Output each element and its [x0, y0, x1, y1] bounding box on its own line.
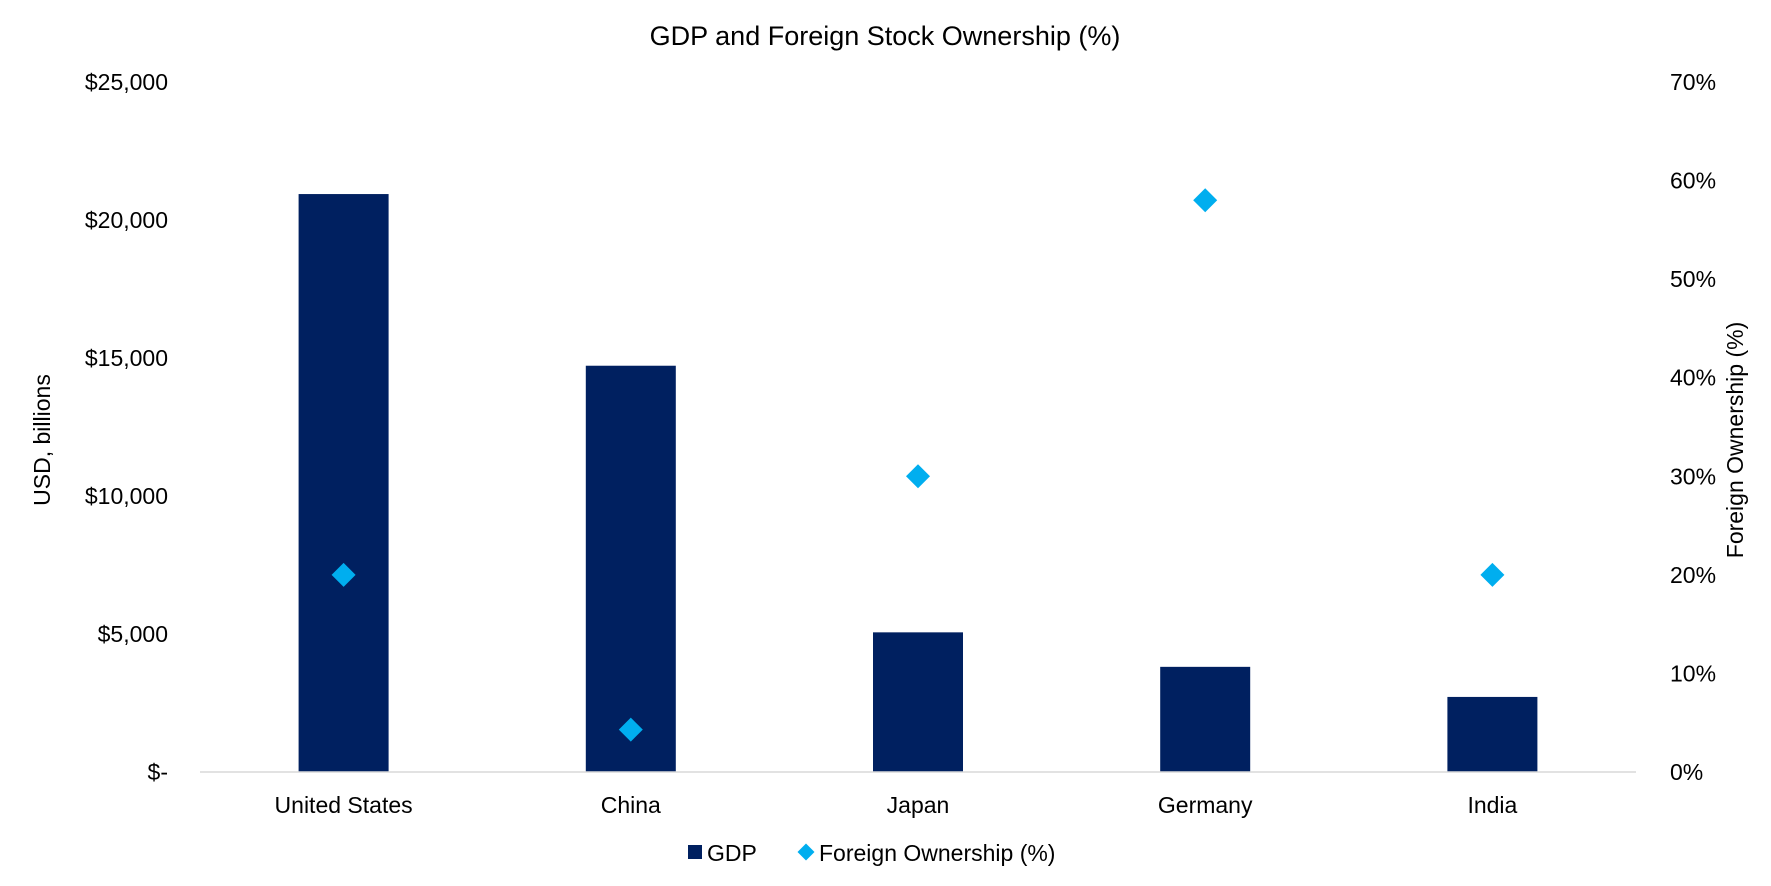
legend-ownership-swatch — [797, 843, 815, 861]
y-tick-label: $- — [148, 759, 168, 785]
legend-ownership-label: Foreign Ownership (%) — [819, 840, 1055, 866]
bar-gdp — [1160, 666, 1251, 772]
y-tick-label: $5,000 — [98, 621, 168, 647]
y2-tick-label: 30% — [1670, 463, 1716, 489]
x-category-label: Japan — [887, 792, 950, 818]
y2-tick-label: 60% — [1670, 168, 1716, 194]
gdp-bars — [298, 194, 1538, 772]
y-tick-label: $10,000 — [85, 483, 168, 509]
chart-title: GDP and Foreign Stock Ownership (%) — [650, 21, 1121, 51]
bar-gdp — [873, 632, 963, 772]
ownership-markers — [331, 188, 1505, 742]
x-category-label: Germany — [1158, 792, 1253, 818]
y2-tick-label: 70% — [1670, 69, 1716, 95]
bar-gdp — [585, 365, 676, 772]
y2-tick-label: 50% — [1670, 266, 1716, 292]
marker-foreign-ownership — [618, 717, 643, 742]
y2-tick-label: 10% — [1670, 660, 1716, 686]
legend-gdp-label: GDP — [707, 840, 757, 866]
x-axis-categories: United States China Japan Germany India — [275, 792, 1518, 818]
x-category-label: China — [601, 792, 661, 818]
y-tick-label: $15,000 — [85, 345, 168, 371]
x-category-label: United States — [275, 792, 413, 818]
y-axis-ticks: $- $5,000 $10,000 $15,000 $20,000 $25,000 — [85, 69, 168, 785]
y-tick-label: $20,000 — [85, 207, 168, 233]
y-axis-title: USD, billions — [29, 374, 55, 506]
y2-tick-label: 0% — [1670, 759, 1703, 785]
marker-foreign-ownership — [331, 562, 356, 587]
y-tick-label: $25,000 — [85, 69, 168, 95]
bar-gdp — [1447, 696, 1538, 772]
marker-foreign-ownership — [906, 464, 930, 489]
y2-tick-label: 40% — [1670, 365, 1716, 391]
y2-tick-label: 20% — [1670, 562, 1716, 588]
marker-foreign-ownership — [1480, 562, 1505, 587]
bar-gdp — [298, 194, 389, 772]
y2-axis-ticks: 0% 10% 20% 30% 40% 50% 60% 70% — [1670, 69, 1716, 785]
y2-axis-title: Foreign Ownership (%) — [1722, 322, 1748, 558]
x-category-label: India — [1467, 792, 1517, 818]
legend: GDP Foreign Ownership (%) — [688, 840, 1055, 866]
marker-foreign-ownership — [1193, 188, 1218, 213]
legend-gdp-swatch — [688, 845, 702, 859]
